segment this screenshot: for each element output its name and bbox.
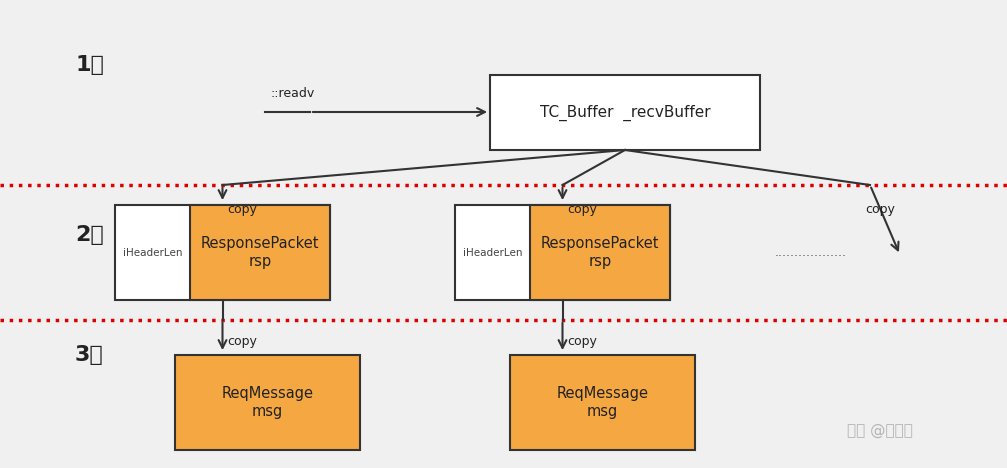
- Text: ReqMessage
msg: ReqMessage msg: [222, 386, 313, 419]
- Text: copy: copy: [865, 203, 895, 216]
- Text: iHeaderLen: iHeaderLen: [463, 248, 523, 257]
- Bar: [190, 205, 330, 300]
- Text: ResponsePacket
rsp: ResponsePacket rsp: [200, 236, 319, 269]
- Text: ReqMessage
msg: ReqMessage msg: [557, 386, 649, 419]
- Text: 2层: 2层: [75, 225, 104, 245]
- Text: copy: copy: [568, 203, 597, 216]
- Text: copy: copy: [568, 335, 597, 348]
- Text: iHeaderLen: iHeaderLen: [123, 248, 182, 257]
- Text: TC_Buffer  _recvBuffer: TC_Buffer _recvBuffer: [540, 104, 710, 121]
- Bar: [530, 205, 670, 300]
- Text: copy: copy: [228, 335, 258, 348]
- Text: 3层: 3层: [75, 345, 104, 365]
- Bar: [115, 205, 330, 300]
- Bar: [455, 205, 670, 300]
- Text: 知乎 @路小饭: 知乎 @路小饭: [847, 423, 913, 438]
- Text: ResponsePacket
rsp: ResponsePacket rsp: [541, 236, 660, 269]
- Text: 1层: 1层: [75, 55, 104, 75]
- Bar: [510, 355, 695, 450]
- Text: copy: copy: [228, 203, 258, 216]
- Bar: [490, 75, 760, 150]
- Text: ::readv: ::readv: [270, 87, 314, 100]
- Text: ..................: ..................: [775, 246, 847, 258]
- Bar: [175, 355, 359, 450]
